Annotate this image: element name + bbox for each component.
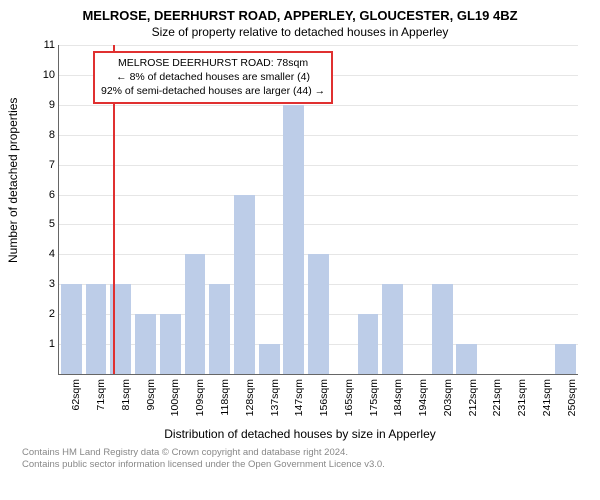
x-tick-slot: 62sqm [58,375,83,425]
x-tick-label: 184sqm [392,379,404,416]
x-tick-slot: 156sqm [306,375,331,425]
x-tick-slot: 184sqm [380,375,405,425]
x-tick-slot: 147sqm [281,375,306,425]
x-tick-slot: 165sqm [330,375,355,425]
bar [209,284,230,374]
x-tick-label: 241sqm [541,379,553,416]
y-axis-label: Number of detached properties [6,98,20,263]
x-tick-label: 250sqm [566,379,578,416]
x-tick-label: 62sqm [70,379,82,411]
y-tick-label: 4 [35,248,55,260]
bar [61,284,82,374]
x-tick-slot: 175sqm [355,375,380,425]
y-tick-label: 11 [35,39,55,51]
x-tick-label: 156sqm [318,379,330,416]
x-axis-label: Distribution of detached houses by size … [12,427,588,441]
bar-slot [529,45,554,374]
x-tick-slot: 221sqm [479,375,504,425]
x-tick-slot: 71sqm [83,375,108,425]
bar [234,195,255,374]
bar-slot [356,45,381,374]
x-tick-label: 165sqm [343,379,355,416]
bar [382,284,403,374]
bar-slot [504,45,529,374]
x-axis-ticks: 62sqm 71sqm 81sqm 90sqm 100sqm 109sqm 118sqm 12… [58,375,578,425]
chart-area: MELROSE DEERHURST ROAD: 78sqm ← 8% of de… [58,45,578,375]
y-tick-label: 10 [35,69,55,81]
bar [86,284,107,374]
x-tick-label: 203sqm [442,379,454,416]
x-tick-slot: 100sqm [157,375,182,425]
bar-slot [59,45,84,374]
x-tick-label: 212sqm [467,379,479,416]
x-tick-slot: 128sqm [231,375,256,425]
x-tick-slot: 109sqm [182,375,207,425]
x-tick-slot: 81sqm [108,375,133,425]
bar-slot [380,45,405,374]
bar [160,314,181,374]
x-tick-slot: 203sqm [429,375,454,425]
bar-slot [553,45,578,374]
x-tick-slot: 241sqm [529,375,554,425]
x-tick-label: 128sqm [244,379,256,416]
x-tick-label: 137sqm [269,379,281,416]
x-tick-slot: 118sqm [207,375,232,425]
x-tick-label: 147sqm [293,379,305,416]
footer-line-2: Contains public sector information licen… [22,459,588,471]
page-subtitle: Size of property relative to detached ho… [12,25,588,39]
x-tick-label: 231sqm [516,379,528,416]
y-tick-label: 3 [35,278,55,290]
x-tick-label: 118sqm [219,379,231,416]
x-tick-label: 90sqm [145,379,157,411]
y-tick-label: 1 [35,338,55,350]
bar-slot [405,45,430,374]
bar [283,105,304,374]
x-tick-slot: 90sqm [132,375,157,425]
bar [432,284,453,374]
x-tick-slot: 194sqm [405,375,430,425]
x-tick-slot: 250sqm [553,375,578,425]
annotation-line-3: 92% of semi-detached houses are larger (… [101,84,325,98]
y-tick-label: 5 [35,218,55,230]
bar-slot [331,45,356,374]
bar [259,344,280,374]
bar [456,344,477,374]
x-tick-label: 221sqm [491,379,503,416]
x-tick-label: 175sqm [368,379,380,416]
page-title: MELROSE, DEERHURST ROAD, APPERLEY, GLOUC… [12,8,588,23]
bar [185,254,206,374]
y-tick-label: 6 [35,189,55,201]
bar-slot [479,45,504,374]
footer-line-1: Contains HM Land Registry data © Crown c… [22,447,588,459]
x-tick-label: 109sqm [194,379,206,416]
x-tick-slot: 231sqm [504,375,529,425]
y-tick-label: 8 [35,129,55,141]
x-tick-label: 71sqm [95,379,107,411]
annotation-line-1: MELROSE DEERHURST ROAD: 78sqm [101,56,325,70]
y-tick-label: 2 [35,308,55,320]
annotation-line-2: ← 8% of detached houses are smaller (4) [101,70,325,84]
x-tick-label: 81sqm [120,379,132,411]
bar [555,344,576,374]
plot-region: MELROSE DEERHURST ROAD: 78sqm ← 8% of de… [58,45,578,375]
y-tick-label: 7 [35,159,55,171]
bar [135,314,156,374]
y-tick-label: 9 [35,99,55,111]
x-tick-label: 194sqm [417,379,429,416]
bar-slot [455,45,480,374]
bar-slot [430,45,455,374]
bar [358,314,379,374]
annotation-box: MELROSE DEERHURST ROAD: 78sqm ← 8% of de… [93,51,333,104]
x-tick-label: 100sqm [169,379,181,416]
x-tick-slot: 212sqm [454,375,479,425]
x-tick-slot: 137sqm [256,375,281,425]
footer-text: Contains HM Land Registry data © Crown c… [12,447,588,472]
bar [308,254,329,374]
